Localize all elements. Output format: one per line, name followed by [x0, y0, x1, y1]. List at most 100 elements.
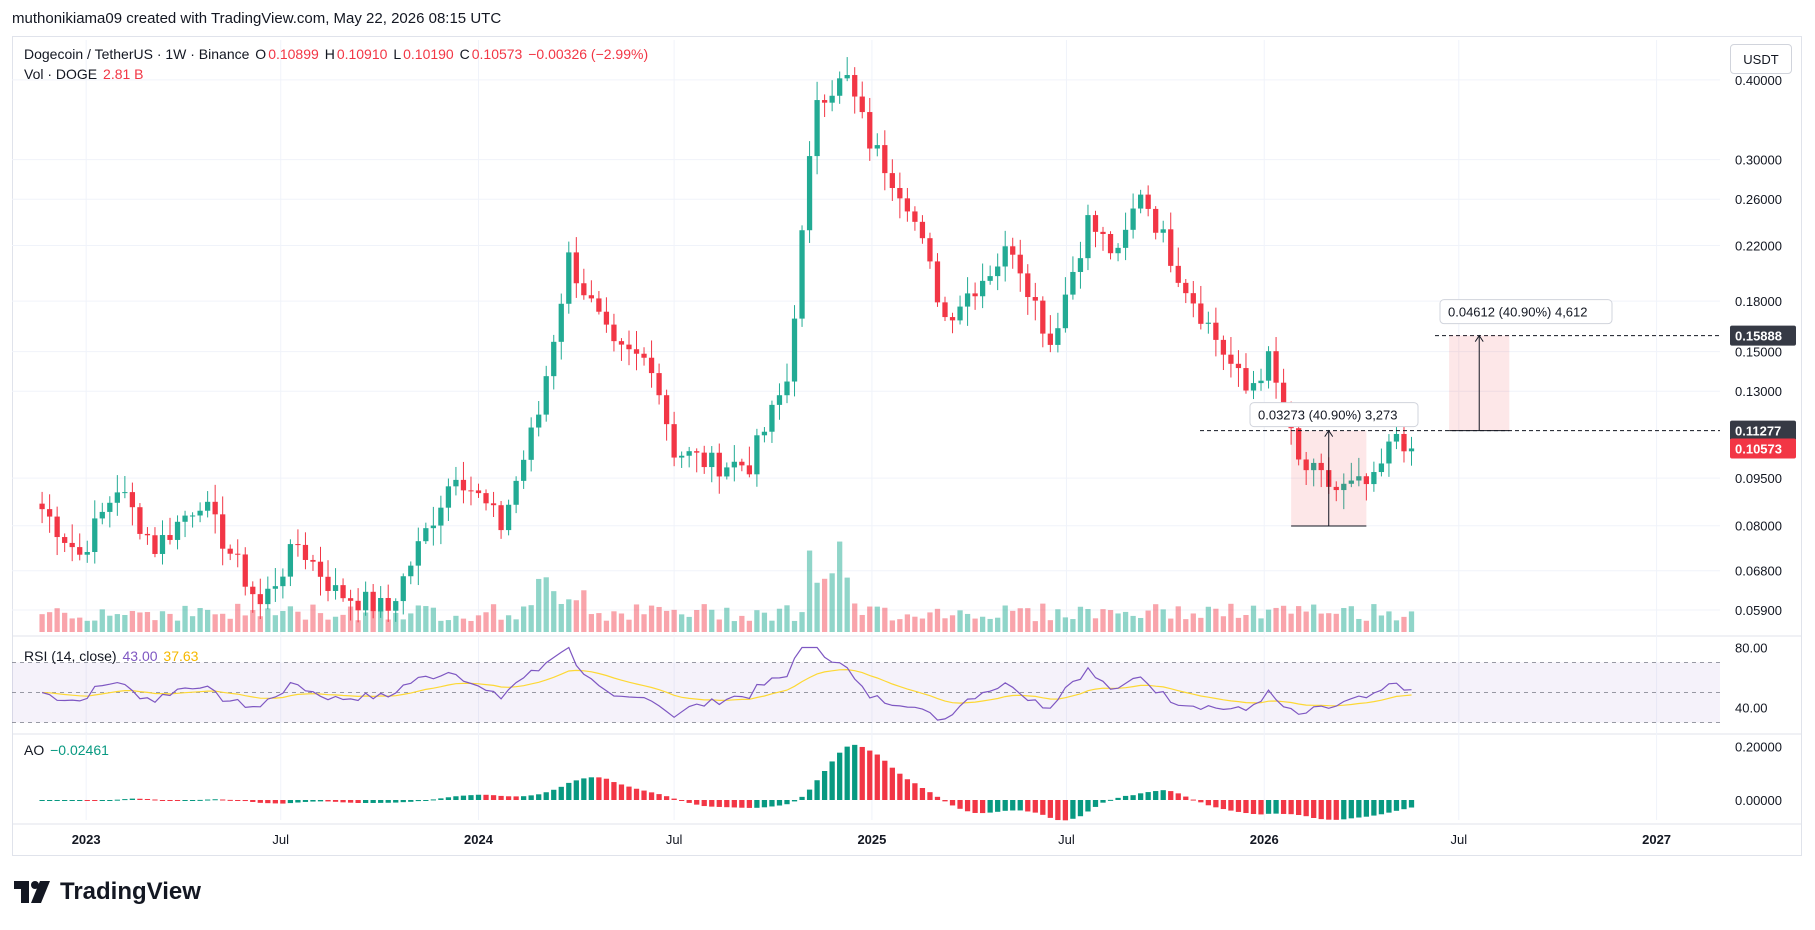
- ao-bar: [784, 800, 790, 805]
- ao-bar: [686, 800, 692, 803]
- volume-bar: [1070, 619, 1076, 632]
- ao-bar: [1168, 791, 1174, 800]
- ao-bar: [235, 800, 241, 801]
- rsi-legend[interactable]: RSI (14, close) 43.00 37.63: [24, 648, 200, 664]
- volume-bar: [1160, 609, 1166, 632]
- candle-body: [212, 501, 218, 515]
- ao-bar: [242, 800, 248, 802]
- volume-bar: [505, 615, 512, 632]
- volume-bar: [806, 550, 813, 632]
- ao-bar: [1115, 797, 1121, 800]
- candle-body: [1002, 246, 1008, 267]
- ao-bar: [445, 797, 452, 800]
- ao-bar: [1025, 800, 1031, 812]
- volume-bar: [791, 620, 798, 632]
- measure-label-text: 0.04612 (40.90%) 4,612: [1448, 305, 1588, 320]
- volume-bar: [152, 620, 158, 632]
- candle-body: [1130, 208, 1136, 230]
- volume-bar: [317, 613, 324, 632]
- ao-bar: [1205, 800, 1211, 806]
- ao-bar: [107, 800, 113, 801]
- ao-bar: [761, 800, 768, 808]
- ao-bar: [1062, 800, 1069, 821]
- candle-body: [408, 565, 414, 577]
- candle-body: [573, 252, 579, 284]
- volume-bar: [1401, 616, 1407, 632]
- candle-body: [505, 504, 512, 531]
- volume-bar: [1017, 608, 1023, 632]
- candle-body: [536, 414, 542, 428]
- volume-bar: [385, 619, 391, 632]
- volume-bar: [731, 621, 737, 632]
- volume-bar: [340, 614, 346, 632]
- candle-body: [355, 600, 361, 611]
- candle-body: [528, 427, 534, 460]
- volume-legend[interactable]: Vol · DOGE 2.81 B: [24, 66, 146, 82]
- ao-bar: [1175, 793, 1181, 800]
- volume-bar: [814, 582, 820, 632]
- candle-body: [1145, 194, 1151, 209]
- volume-bar: [596, 613, 602, 632]
- candle-body: [769, 404, 775, 432]
- candle-body: [867, 112, 873, 149]
- currency-unit-button[interactable]: USDT: [1730, 44, 1792, 74]
- volume-bar: [107, 615, 113, 632]
- ao-bar: [122, 799, 128, 801]
- ao-bar: [897, 773, 903, 800]
- candle-body: [701, 452, 707, 468]
- volume-bar: [393, 612, 399, 632]
- volume-bar: [99, 609, 105, 632]
- candle-body: [889, 173, 895, 189]
- volume-bar: [964, 613, 971, 632]
- volume-bar: [859, 614, 865, 632]
- candle-body: [919, 221, 926, 239]
- ao-bar: [1100, 800, 1106, 803]
- volume-bar: [934, 608, 941, 632]
- symbol-legend[interactable]: Dogecoin / TetherUS · 1W · Binance O 0.10…: [24, 46, 650, 62]
- volume-bar: [445, 620, 452, 632]
- ao-bar: [551, 789, 557, 800]
- volume-bar: [799, 612, 805, 632]
- candle-body: [663, 395, 670, 425]
- volume-bar: [611, 611, 617, 632]
- ao-bar: [949, 800, 956, 806]
- time-axis: 2023 Jul 2024 Jul 2025 Jul 2026 Jul 2027: [72, 832, 1671, 847]
- candle-body: [325, 576, 331, 591]
- volume-bar: [302, 619, 309, 632]
- ao-bar: [679, 800, 685, 801]
- ao-bar: [543, 792, 549, 800]
- ao-bar: [1032, 800, 1038, 813]
- symbol-title[interactable]: Dogecoin / TetherUS · 1W · Binance: [24, 46, 250, 62]
- volume-bar: [1168, 618, 1174, 632]
- volume-bar: [1371, 604, 1377, 632]
- ao-bar: [1092, 800, 1099, 807]
- ao-legend[interactable]: AO −0.02461: [24, 742, 111, 758]
- candle-body: [129, 492, 136, 508]
- time-tick-label: Jul: [1450, 832, 1467, 847]
- ao-bar: [739, 800, 745, 808]
- ao-bar: [1085, 800, 1091, 812]
- price-tick-label: 0.06800: [1735, 564, 1782, 579]
- volume-bar: [633, 604, 640, 632]
- candle-body: [1333, 486, 1339, 491]
- ao-bar: [618, 784, 625, 800]
- candle-body: [272, 586, 278, 589]
- ao-bar: [1371, 800, 1377, 816]
- ao-bar: [573, 780, 579, 800]
- ao-bar: [656, 794, 662, 800]
- volume-layer: [39, 541, 1415, 632]
- candle-body: [242, 554, 248, 587]
- candle-body: [438, 507, 444, 526]
- candle-body: [122, 492, 128, 494]
- candle-body: [1055, 328, 1061, 345]
- volume-bar: [1055, 609, 1061, 632]
- candle-body: [558, 303, 564, 342]
- volume-bar: [889, 620, 895, 632]
- ao-bar: [1348, 800, 1354, 819]
- ao-bar: [566, 782, 572, 800]
- tradingview-logo[interactable]: TradingView: [14, 878, 201, 906]
- candle-body: [144, 533, 151, 536]
- ao-bar: [265, 800, 271, 804]
- volume-bar: [1273, 607, 1279, 632]
